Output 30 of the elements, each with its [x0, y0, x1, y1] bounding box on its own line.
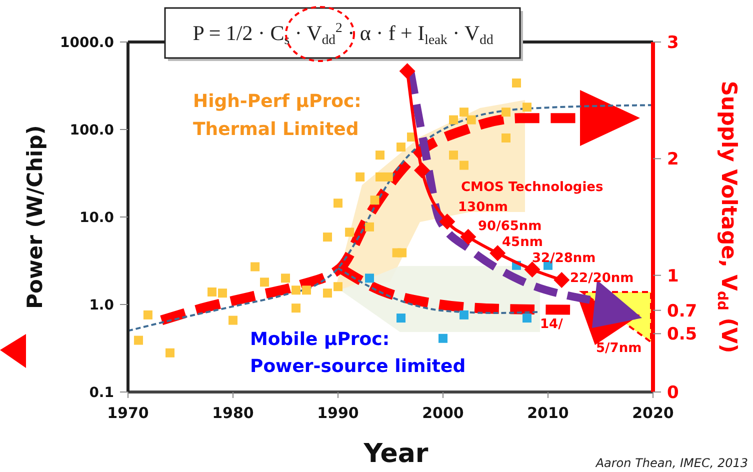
x-tick-label: 1970: [107, 404, 149, 422]
x-tick-label: 1980: [212, 404, 254, 422]
x-axis-title: Year: [362, 439, 428, 469]
x-tick-label: 2020: [632, 404, 674, 422]
text: Aaron Thean, IMEC, 2013: [594, 456, 748, 470]
y2-tick-label: 1: [667, 266, 679, 286]
annotation: 14/: [540, 317, 564, 332]
y2-tick-label: 2: [667, 150, 679, 170]
annotation: 5/7nm: [596, 341, 642, 356]
annotation: 22/20nm: [570, 271, 634, 286]
annotation: 45nm: [502, 235, 543, 250]
y-tick-label: 0.1: [89, 385, 114, 401]
annotation: 90/65nm: [478, 219, 542, 234]
annotation: CMOS Technologies: [461, 180, 604, 195]
y2-tick-label: 3: [667, 33, 679, 53]
annotation: Mobile μProc: Power-source limited: [250, 329, 466, 377]
y-tick-label: 1.0: [89, 298, 114, 314]
annotation: 130nm: [458, 200, 508, 215]
y2-tick-label: 0.7: [667, 301, 698, 322]
y2-tick-label: 0: [667, 383, 679, 403]
x-tick-label: 2000: [422, 404, 464, 422]
x-tick-label: 2010: [527, 404, 569, 422]
annotation: High-Perf μProc: Thermal Limited: [193, 91, 362, 140]
y-axis-title: Power (W/Chip): [23, 125, 47, 309]
x-tick-label: 1990: [317, 404, 359, 422]
y-tick-label: 100.0: [70, 122, 114, 138]
y-tick-label: 1000.0: [60, 35, 114, 51]
annotation: 32/28nm: [532, 251, 596, 266]
y2-tick-label: 0.5: [667, 324, 698, 345]
y-tick-label: 10.0: [79, 210, 114, 226]
